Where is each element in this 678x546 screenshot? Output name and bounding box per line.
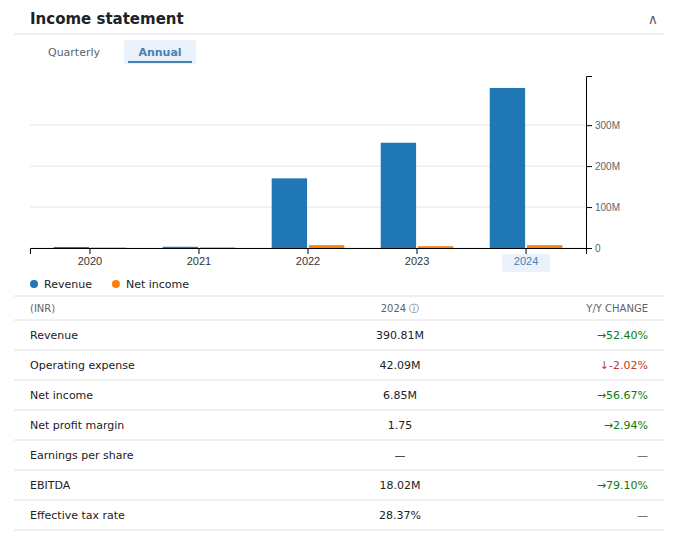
bar: [272, 178, 307, 248]
tick-mark: [586, 166, 592, 167]
table-cell: Effective tax rate: [30, 509, 125, 522]
series: [54, 88, 525, 248]
table-cell: 6.85M: [383, 389, 417, 402]
tick-mark: [526, 248, 527, 254]
plot: 2020 2021 2022 2023 2024 0 100M 200M 300M: [30, 77, 620, 273]
legend: Revenue Net income: [30, 278, 189, 291]
header-icon: ∧: [648, 11, 658, 27]
table-cell: →56.67%: [597, 389, 648, 402]
y-tick: 200M: [586, 161, 620, 172]
table-cell: —: [395, 449, 406, 462]
x-tick-label: 2024: [514, 255, 538, 267]
x-tick-label: 2020: [78, 255, 102, 267]
row-separator: [14, 470, 664, 471]
table-cell: 42.09M: [380, 359, 421, 372]
table-cell: 18.02M: [380, 479, 421, 492]
separator: [14, 530, 664, 531]
bar: [200, 247, 235, 248]
x-tick: 2020: [78, 248, 102, 267]
table-cell: →79.10%: [597, 479, 648, 492]
active-tab-underline: [128, 61, 192, 63]
table-cell: 28.37%: [379, 509, 421, 522]
bar: [527, 245, 562, 248]
tick-mark: [89, 248, 90, 254]
title: Income statement: [30, 10, 184, 28]
tab: Annual: [138, 46, 181, 59]
y-tick-label: 300M: [595, 120, 620, 131]
bar: [490, 88, 525, 248]
y-tick: 100M: [586, 202, 620, 213]
bars: [54, 88, 563, 248]
tick-mark: [198, 248, 199, 254]
x-tick: 2023: [405, 248, 429, 267]
tick-mark: [586, 207, 592, 208]
row-separator: [14, 350, 664, 351]
row-separator: [14, 380, 664, 381]
table-cell: Net profit margin: [30, 419, 124, 432]
table-header: Y/Y CHANGE: [585, 303, 648, 314]
x-tick-label: 2022: [296, 255, 320, 267]
table: (INR) 2024 ⓘ Y/Y CHANGE Revenue 390.81M →52.4…: [14, 296, 664, 530]
table-cell: —: [637, 449, 648, 462]
bar: [91, 247, 126, 248]
table-cell: Earnings per share: [30, 449, 134, 462]
y-tick: 300M: [586, 120, 620, 131]
highlight-box: [502, 254, 550, 272]
legend-swatch: [112, 280, 120, 288]
x-tick: 2022: [296, 248, 320, 267]
bar: [309, 245, 344, 248]
bar: [381, 143, 416, 248]
x-tick: 2021: [187, 248, 211, 267]
legend-label: Net income: [126, 278, 189, 291]
row-separator: [14, 500, 664, 501]
x-tick-label: 2021: [187, 255, 211, 267]
row-separator: [14, 440, 664, 441]
separator: [14, 296, 664, 297]
bar: [418, 246, 453, 248]
table-cell: ↓-2.02%: [600, 359, 648, 372]
table-header: (INR): [30, 303, 55, 314]
x-tick: 2024: [502, 248, 550, 272]
table-cell: →52.40%: [597, 329, 648, 342]
tab: Quarterly: [48, 46, 101, 59]
y-axis: 0 100M 200M 300M: [586, 77, 620, 254]
legend-swatch: [30, 280, 38, 288]
table-cell: Revenue: [30, 329, 78, 342]
page: Income statement ∧ Quarterly Annual 2020 2021…: [0, 0, 678, 546]
tick-mark: [417, 248, 418, 254]
row-separator: [14, 320, 664, 321]
tick-mark: [586, 125, 592, 126]
table-cell: EBITDA: [30, 479, 71, 492]
x-tick-label: 2023: [405, 255, 429, 267]
bar: [54, 247, 89, 248]
legend-label: Revenue: [44, 278, 92, 291]
tick-mark: [308, 248, 309, 254]
y-tick-label: 0: [595, 243, 601, 254]
table-cell: 1.75: [388, 419, 413, 432]
table-cell: —: [637, 509, 648, 522]
table-cell: Operating expense: [30, 359, 135, 372]
x-axis: 2020 2021 2022 2023 2024: [31, 248, 587, 272]
axis-line: [587, 77, 593, 249]
series: [91, 245, 562, 248]
bar: [163, 247, 198, 248]
legend-item: Net income: [112, 278, 189, 291]
axis-line: [31, 249, 587, 255]
table-cell: Net income: [30, 389, 93, 402]
y-tick-label: 200M: [595, 161, 620, 172]
table-header: 2024 ⓘ: [381, 303, 420, 314]
y-tick: 0: [586, 243, 601, 254]
table-cell: →2.94%: [604, 419, 648, 432]
y-tick-label: 100M: [595, 202, 620, 213]
active-tab-box: [124, 40, 196, 64]
tick-mark: [586, 248, 592, 249]
separator: [14, 34, 664, 35]
table-cell: 390.81M: [376, 329, 424, 342]
legend-item: Revenue: [30, 278, 92, 291]
row-separator: [14, 410, 664, 411]
